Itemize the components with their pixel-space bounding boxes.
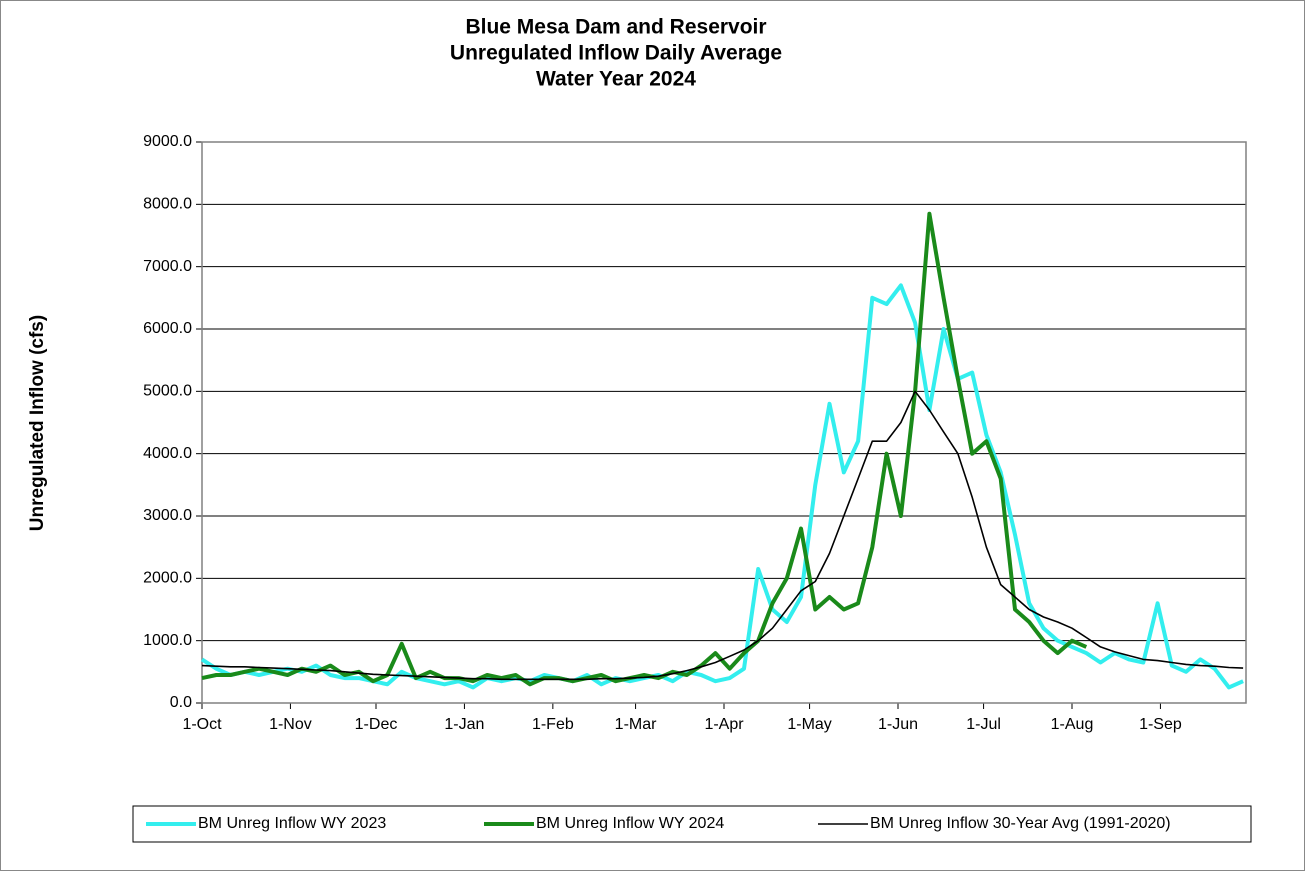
y-tick-label: 8000.0 [143,196,192,213]
x-tick-label: 1-Feb [532,716,574,733]
y-tick-label: 9000.0 [143,133,192,150]
x-tick-label: 1-Sep [1139,716,1182,733]
y-tick-label: 2000.0 [143,570,192,587]
series-line [201,390,1244,681]
x-tick-label: 1-Mar [615,716,657,733]
series-line [201,211,1088,687]
x-tick-label: 1-Jun [878,716,918,733]
y-tick-label: 7000.0 [143,258,192,275]
x-tick-label: 1-May [787,716,831,733]
y-axis-title: Unregulated Inflow (cfs) [27,315,48,531]
chart-title: Unregulated Inflow Daily Average [450,42,782,65]
y-tick-label: 0.0 [170,694,192,711]
y-tick-label: 5000.0 [143,383,192,400]
x-tick-label: 1-Apr [704,716,744,733]
y-tick-label: 6000.0 [143,320,192,337]
x-tick-label: 1-Nov [269,716,312,733]
legend-box [132,805,1252,843]
y-tick-label: 3000.0 [143,507,192,524]
x-tick-label: 1-Jan [444,716,484,733]
x-tick-label: 1-Oct [182,716,222,733]
plot-area [201,141,1247,704]
y-tick-label: 4000.0 [143,445,192,462]
legend-label: BM Unreg Inflow 30-Year Avg (1991-2020) [870,815,1171,832]
chart-title: Water Year 2024 [536,68,696,91]
chart-title: Blue Mesa Dam and Reservoir [465,16,766,39]
x-tick-label: 1-Jul [966,716,1001,733]
y-tick-label: 1000.0 [143,632,192,649]
x-tick-label: 1-Aug [1051,716,1094,733]
legend-label: BM Unreg Inflow WY 2023 [198,815,386,832]
legend-label: BM Unreg Inflow WY 2024 [536,815,724,832]
x-tick-label: 1-Dec [355,716,398,733]
